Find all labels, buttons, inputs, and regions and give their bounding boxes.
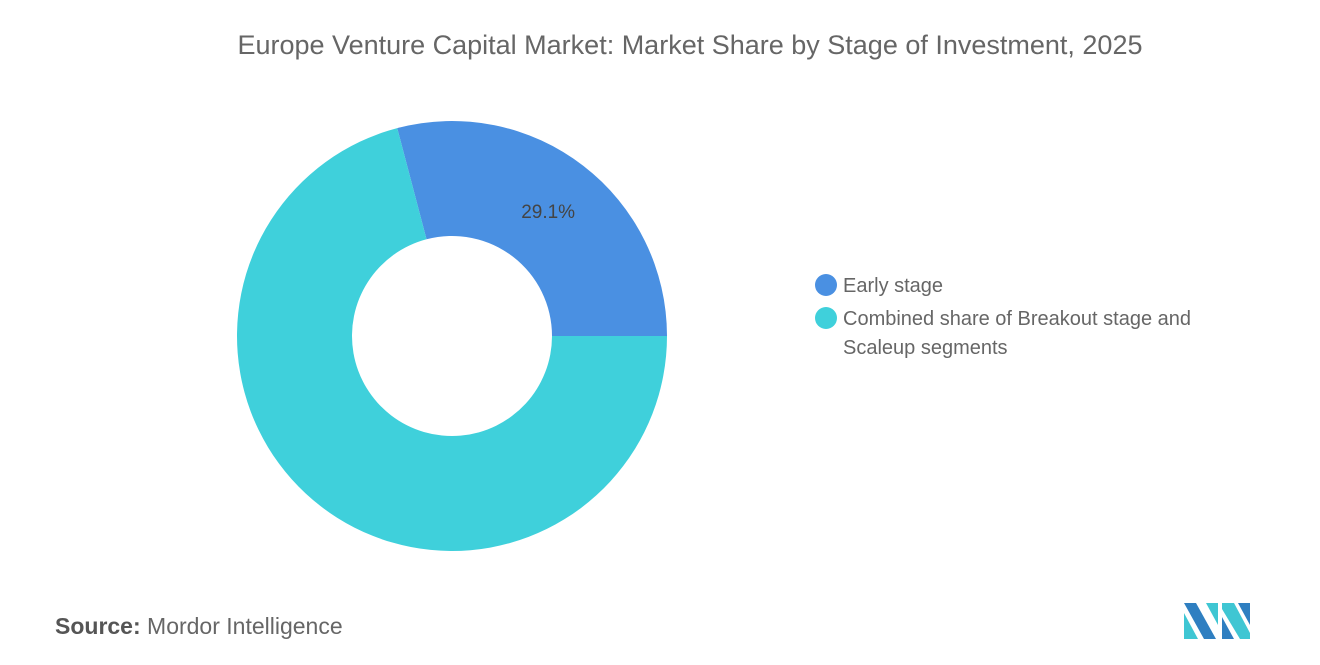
source-label: Source:: [55, 613, 141, 639]
chart-title: Europe Venture Capital Market: Market Sh…: [237, 30, 1143, 60]
legend-item-early-stage: Early stage: [815, 272, 1245, 301]
legend-swatch: [815, 307, 837, 329]
legend-label: Early stage: [843, 275, 944, 297]
legend-swatch: [815, 274, 837, 296]
source-value: Mordor Intelligence: [147, 613, 343, 639]
data-label: 29.1%: [521, 202, 575, 223]
legend-label: Combined share of Breakout stage and Sca…: [843, 308, 1191, 359]
legend: Early stage Combined share of Breakout s…: [815, 272, 1245, 367]
donut-slice-1: [237, 128, 668, 552]
source: Source: Mordor Intelligence: [55, 613, 343, 640]
mordor-logo-icon: [1184, 603, 1250, 639]
legend-item-breakout-scaleup: Combined share of Breakout stage and Sca…: [815, 305, 1245, 363]
donut-slice-0: [397, 121, 667, 336]
